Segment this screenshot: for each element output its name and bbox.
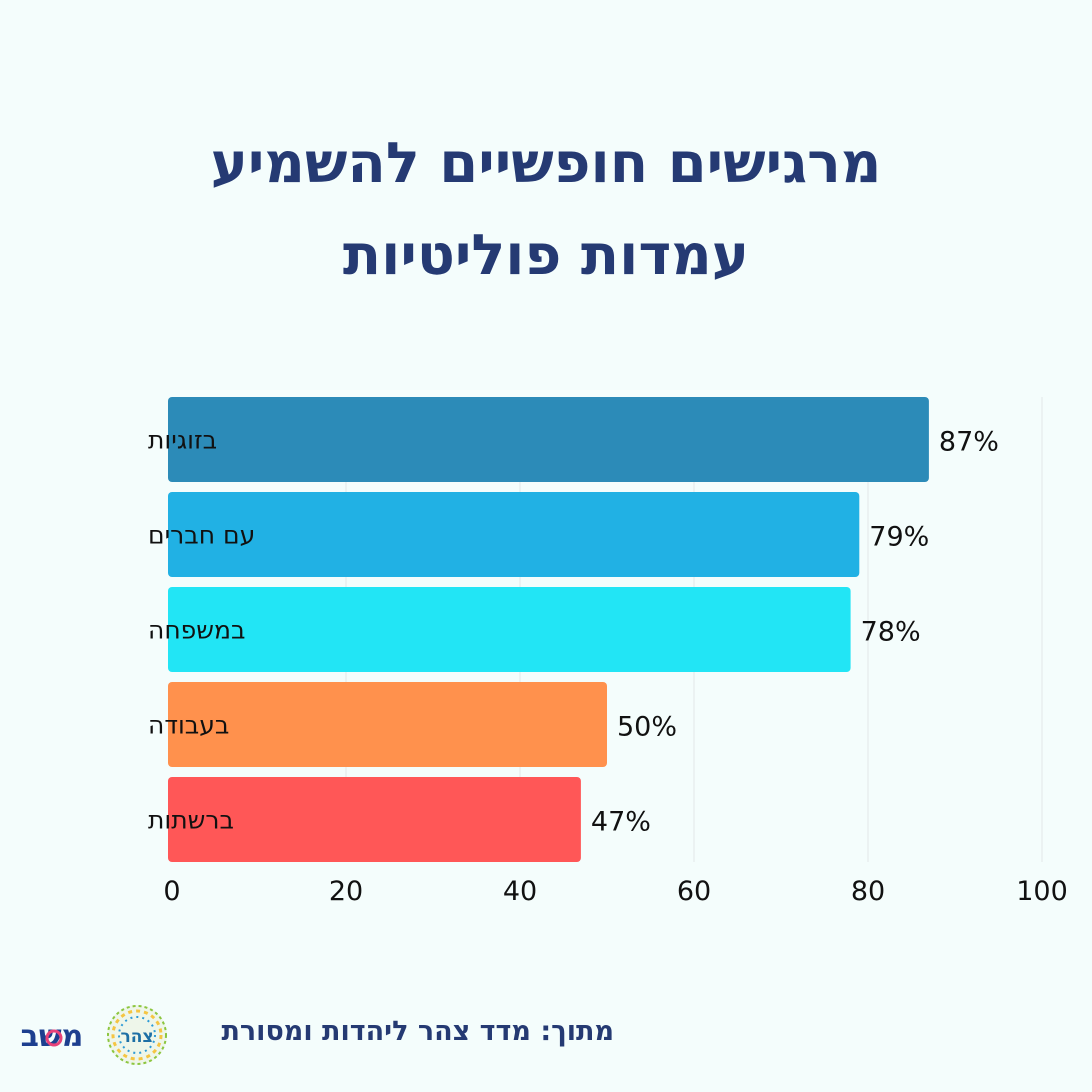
title-line-2: עמדות פוליטיות	[342, 223, 750, 288]
x-tick-label: 60	[677, 876, 711, 907]
chart-title: מרגישים חופשיים להשמיע עמדות פוליטיות	[0, 118, 1092, 302]
footer: מתוך: מדד צהר ליהדות ומסורת צהר משב	[0, 1000, 1092, 1070]
bar	[168, 397, 929, 482]
x-tick-label: 40	[503, 876, 537, 907]
category-label: במשפחה	[148, 616, 245, 645]
bar	[168, 587, 851, 672]
bar	[168, 492, 860, 577]
bar	[168, 682, 607, 767]
source-credit: מתוך: מדד צהר ליהדות ומסורת	[221, 1016, 614, 1047]
tzohar-logo-icon: צהר	[107, 1005, 167, 1065]
value-label: 79%	[869, 522, 929, 553]
value-label: 87%	[939, 427, 999, 458]
category-label: בזוגיות	[148, 426, 217, 455]
x-tick-label: 0	[163, 876, 180, 907]
value-label: 78%	[861, 617, 921, 648]
bar-chart: 0 20 40 60 80 100 בזוגיות 87% עם חברים 79% במשפחה 7…	[148, 397, 1068, 907]
category-label: בעבודה	[148, 711, 229, 740]
title-line-1: מרגישים חופשיים להשמיע	[210, 131, 882, 196]
tzohar-logo-text: צהר	[120, 1027, 153, 1047]
x-tick-label: 20	[329, 876, 363, 907]
category-label: ברשתות	[148, 806, 234, 835]
x-tick-label: 100	[1016, 876, 1068, 907]
category-label: עם חברים	[148, 521, 255, 550]
value-label: 47%	[591, 807, 651, 838]
value-label: 50%	[617, 712, 677, 743]
x-tick-label: 80	[851, 876, 885, 907]
mashav-logo-text: משב	[21, 1019, 84, 1054]
bar	[168, 777, 581, 862]
mashav-logo-icon: משב	[21, 1019, 84, 1054]
